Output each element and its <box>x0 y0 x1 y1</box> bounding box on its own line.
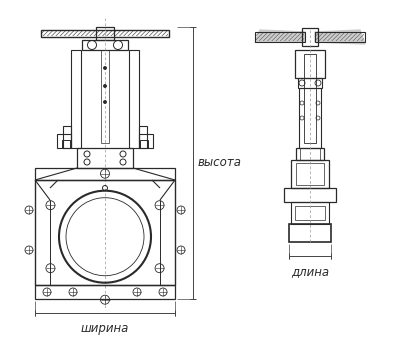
Bar <box>284 188 336 202</box>
Bar <box>302 28 318 46</box>
Bar <box>62 140 70 148</box>
Bar <box>35 168 175 180</box>
Circle shape <box>104 100 106 103</box>
Bar <box>35 180 175 285</box>
Bar <box>296 163 324 185</box>
Bar <box>304 54 316 143</box>
Bar <box>129 50 139 148</box>
Bar <box>295 50 325 78</box>
Bar <box>35 285 175 299</box>
Circle shape <box>104 66 106 70</box>
Bar <box>299 88 321 148</box>
Text: высота: высота <box>198 156 242 170</box>
Polygon shape <box>315 30 365 44</box>
Bar <box>291 160 329 188</box>
Bar <box>255 32 305 42</box>
Bar <box>315 32 365 42</box>
Polygon shape <box>255 30 305 42</box>
Bar <box>289 224 331 242</box>
Bar <box>139 126 147 148</box>
Bar <box>298 78 322 88</box>
Text: ширина: ширина <box>81 322 129 335</box>
Circle shape <box>104 84 106 88</box>
Bar <box>82 40 128 50</box>
Bar <box>296 148 324 160</box>
Text: длина: длина <box>291 265 329 278</box>
Bar <box>295 206 325 220</box>
Bar <box>140 140 148 148</box>
Bar <box>57 134 71 148</box>
Bar <box>101 50 109 143</box>
Bar <box>71 50 81 148</box>
Bar <box>291 202 329 224</box>
Bar <box>77 148 133 168</box>
Bar <box>139 134 153 148</box>
Bar <box>63 126 71 148</box>
Bar <box>96 27 114 40</box>
Bar <box>41 30 169 37</box>
